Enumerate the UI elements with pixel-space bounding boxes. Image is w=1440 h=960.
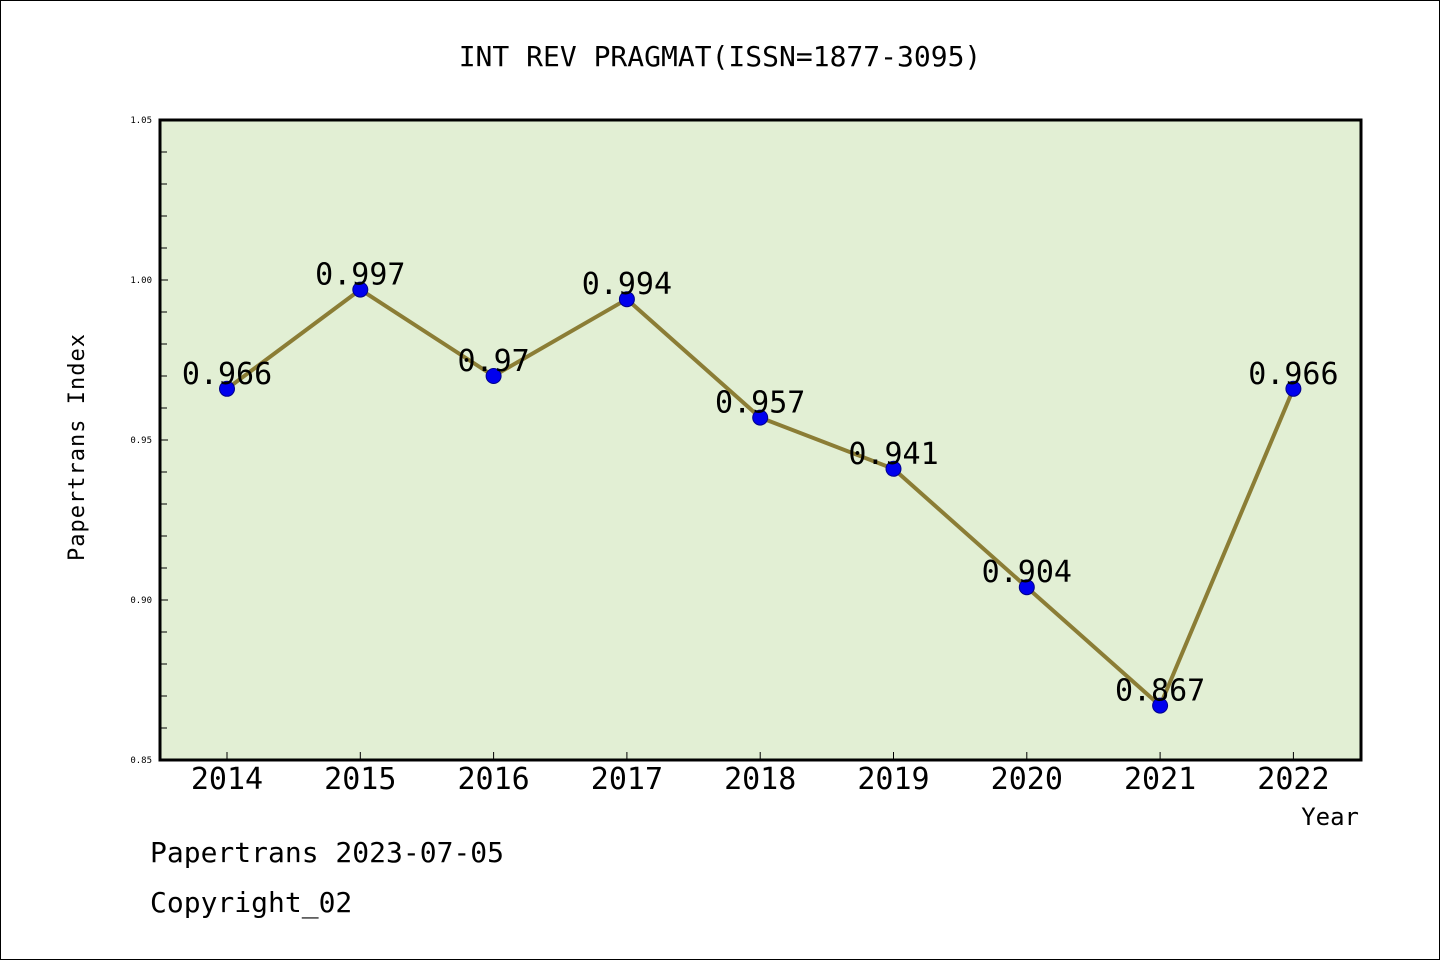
y-tick-label: 0.85 [130, 756, 152, 766]
x-tick-label: 2021 [1124, 762, 1196, 797]
data-label: 0.966 [182, 357, 272, 392]
footer-copyright: Copyright_02 [150, 886, 353, 919]
data-point [1018, 579, 1035, 596]
data-label: 0.957 [715, 386, 805, 421]
data-label: 0.867 [1115, 674, 1205, 709]
x-tick-label: 2016 [457, 762, 529, 797]
data-label: 0.97 [457, 344, 529, 379]
x-tick-label: 2022 [1257, 762, 1329, 797]
data-point [752, 409, 769, 426]
data-point [219, 380, 235, 397]
y-tick-label: 1.05 [130, 116, 152, 126]
data-point [352, 281, 369, 298]
plot-border [158, 118, 1363, 762]
data-label: 0.941 [848, 437, 938, 472]
data-label: 0.966 [1248, 357, 1338, 392]
x-tick-label: 2018 [724, 762, 796, 797]
y-tick-label: 0.90 [130, 596, 152, 606]
x-tick-label: 2017 [591, 762, 663, 797]
x-tick-label: 2014 [191, 762, 263, 797]
chart-title: INT REV PRAGMAT(ISSN=1877-3095) [459, 40, 982, 73]
data-point [885, 460, 902, 477]
y-axis-label: Papertrans Index [65, 333, 90, 561]
y-tick-label: 0.95 [130, 436, 152, 446]
data-label: 0.994 [582, 267, 672, 302]
data-point [618, 291, 635, 308]
x-tick-label: 2019 [857, 762, 929, 797]
data-point [485, 368, 502, 384]
data-point [1152, 697, 1169, 714]
x-tick-label: 2020 [991, 762, 1063, 797]
x-axis-label: Year [1301, 803, 1359, 831]
data-label: 0.904 [982, 555, 1072, 590]
footer-date: Papertrans 2023-07-05 [150, 836, 505, 869]
y-tick-label: 1.00 [130, 276, 152, 286]
data-label: 0.997 [315, 258, 405, 293]
x-tick-label: 2015 [324, 762, 396, 797]
plot-area [160, 120, 1361, 760]
data-point [1285, 380, 1302, 397]
